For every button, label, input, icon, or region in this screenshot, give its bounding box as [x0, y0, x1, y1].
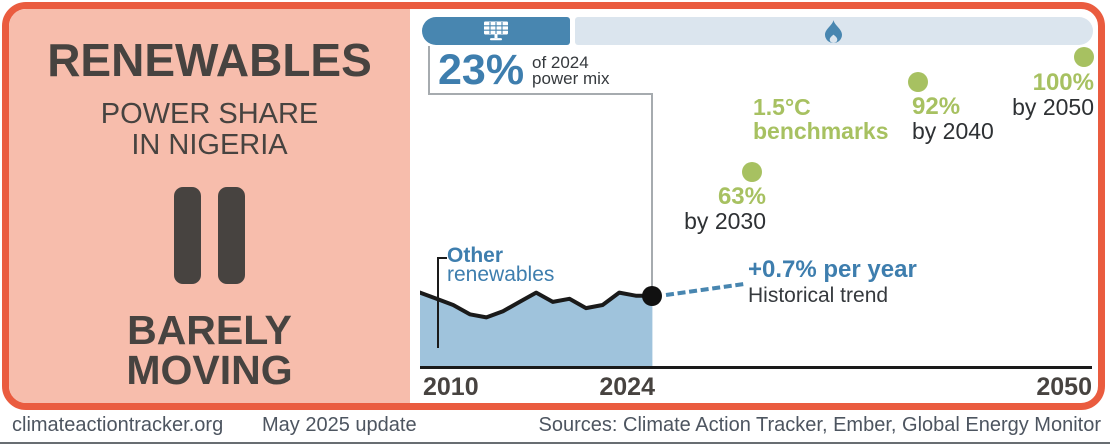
benchmarks-heading-line-1: 1.5°C — [753, 94, 811, 120]
sources-text: Sources: Climate Action Tracker, Ember, … — [538, 414, 1101, 436]
pause-bar-left — [174, 187, 201, 284]
benchmark-2030-year: by 2030 — [684, 208, 766, 234]
verdict-line-2: MOVING — [126, 347, 293, 393]
renewables-bar-segment — [422, 17, 570, 45]
callout-connector-horizontal — [428, 93, 653, 95]
x-tick-2010: 2010 — [423, 373, 479, 401]
series-label-bracket-tick — [437, 257, 447, 259]
x-axis-line — [420, 366, 1092, 369]
series-label-line-1: Other — [447, 244, 504, 267]
x-tick-2024: 2024 — [599, 373, 655, 401]
page-title: RENEWABLES — [47, 34, 372, 86]
x-tick-2050: 2050 — [1036, 373, 1092, 401]
current-share-caption: of 2024 power mix — [532, 53, 610, 88]
callout-connector-left — [428, 46, 430, 93]
site-url: climateactiontracker.org — [12, 414, 224, 436]
benchmark-2040-value: 92% — [912, 93, 961, 120]
bottom-divider — [0, 442, 1110, 444]
benchmark-2050-value: 100% — [1032, 69, 1094, 96]
footer: climateactiontracker.org May 2025 update… — [0, 412, 1110, 444]
benchmark-dot — [742, 161, 762, 182]
historical-area — [420, 292, 653, 367]
flame-icon — [825, 20, 842, 43]
pause-icon — [174, 187, 245, 284]
trend-annotation: +0.7% per year Historical trend — [748, 256, 917, 308]
rating-verdict: BARELY MOVING — [9, 307, 410, 393]
current-value-dot — [642, 285, 663, 306]
benchmark-dot — [1074, 47, 1094, 67]
pause-bar-right — [218, 187, 245, 284]
caption-line-1: of 2024 — [532, 53, 589, 72]
trend-pointer-dashed-line — [665, 282, 744, 297]
fossil-bar-segment — [575, 17, 1093, 45]
benchmarks-heading: 1.5°C benchmarks — [753, 95, 889, 143]
area-chart-svg — [420, 290, 655, 367]
series-label: Other renewables — [447, 244, 555, 286]
benchmark-2050-year: by 2050 — [1012, 94, 1094, 120]
benchmark-2040-year: by 2040 — [912, 118, 994, 144]
verdict-line-1: BARELY — [127, 307, 292, 353]
benchmark-2030-value: 63% — [717, 183, 766, 210]
benchmark-2050: 100% by 2050 — [1012, 69, 1094, 120]
subtitle-line-2: IN NIGERIA — [131, 129, 288, 161]
solar-panel-icon — [484, 21, 508, 41]
infographic-card: RENEWABLES POWER SHARE IN NIGERIA BARELY… — [2, 2, 1105, 410]
page-subtitle: POWER SHARE IN NIGERIA — [9, 99, 410, 161]
historical-line — [420, 290, 655, 320]
update-date: May 2025 update — [262, 414, 417, 436]
benchmark-2040: 92% by 2040 — [912, 93, 994, 144]
callout-connector-vertical — [651, 93, 654, 296]
benchmark-2030: 63% by 2030 — [684, 183, 766, 234]
series-label-bracket-line — [437, 257, 439, 348]
subtitle-line-1: POWER SHARE — [100, 98, 319, 130]
benchmarks-heading-line-2: benchmarks — [753, 118, 889, 144]
current-share-value: 23% — [438, 46, 525, 94]
trend-rate: +0.7% per year — [748, 256, 917, 283]
left-panel: RENEWABLES POWER SHARE IN NIGERIA BARELY… — [9, 9, 410, 403]
trend-label: Historical trend — [748, 284, 889, 307]
caption-line-2: power mix — [532, 69, 610, 88]
series-label-line-2: renewables — [447, 263, 555, 286]
benchmark-dot — [908, 71, 928, 92]
